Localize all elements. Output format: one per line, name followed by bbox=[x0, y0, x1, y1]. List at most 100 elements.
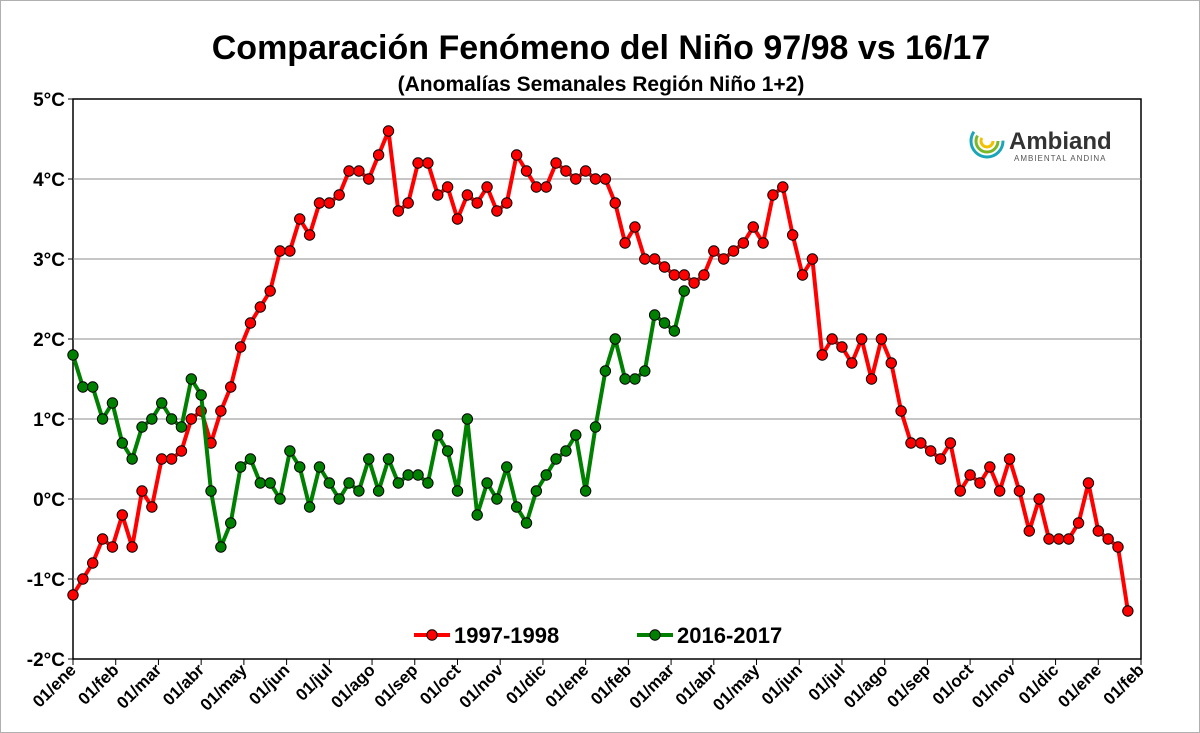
data-point-2016-2017 bbox=[156, 397, 168, 409]
data-point-1997-1998 bbox=[510, 149, 523, 161]
data-point-1997-1998 bbox=[234, 341, 247, 353]
data-point-2016-2017 bbox=[294, 461, 306, 473]
data-point-1997-1998 bbox=[885, 357, 897, 369]
data-point-1997-1998 bbox=[215, 405, 227, 417]
data-point-1997-1998 bbox=[1102, 533, 1114, 545]
y-tick-label: 1°C bbox=[33, 410, 65, 431]
data-point-1997-1998 bbox=[658, 261, 671, 273]
data-point-1997-1998 bbox=[284, 245, 296, 257]
data-point-1997-1998 bbox=[708, 245, 720, 257]
data-point-1997-1998 bbox=[1033, 493, 1045, 505]
data-point-2016-2017 bbox=[658, 317, 671, 329]
data-point-2016-2017 bbox=[412, 469, 424, 481]
chart-title: Comparación Fenómeno del Niño 97/98 vs 1… bbox=[212, 29, 990, 67]
data-point-2016-2017 bbox=[510, 501, 523, 513]
data-point-2016-2017 bbox=[313, 461, 326, 473]
data-point-2016-2017 bbox=[451, 485, 464, 497]
data-point-2016-2017 bbox=[540, 469, 552, 481]
data-point-1997-1998 bbox=[471, 197, 483, 209]
data-point-2016-2017 bbox=[215, 541, 227, 553]
data-point-1997-1998 bbox=[836, 341, 848, 353]
data-point-2016-2017 bbox=[96, 413, 109, 425]
data-point-1997-1998 bbox=[146, 501, 158, 513]
data-point-1997-1998 bbox=[668, 269, 681, 281]
data-point-2016-2017 bbox=[165, 413, 178, 425]
grid bbox=[72, 98, 1142, 660]
x-tick-label: 01/nov bbox=[456, 660, 508, 712]
data-point-1997-1998 bbox=[777, 181, 789, 193]
data-point-1997-1998 bbox=[540, 181, 552, 193]
data-point-1997-1998 bbox=[165, 453, 178, 465]
data-point-1997-1998 bbox=[865, 373, 878, 385]
legend-marker-2016-2017 bbox=[649, 629, 661, 641]
data-point-2016-2017 bbox=[382, 453, 395, 465]
data-point-2016-2017 bbox=[353, 485, 365, 497]
x-tick-label: 01/nov bbox=[968, 660, 1020, 712]
data-point-1997-1998 bbox=[353, 165, 365, 177]
x-tick-label: 01/jun bbox=[245, 660, 293, 708]
data-point-1997-1998 bbox=[678, 269, 690, 281]
x-tick-label: 01/sep bbox=[883, 660, 934, 711]
data-point-1997-1998 bbox=[629, 221, 641, 233]
data-point-1997-1998 bbox=[717, 253, 730, 265]
data-point-2016-2017 bbox=[77, 381, 89, 393]
data-point-1997-1998 bbox=[67, 589, 79, 601]
data-point-2016-2017 bbox=[668, 325, 681, 337]
data-point-1997-1998 bbox=[984, 461, 996, 473]
plot-area bbox=[72, 98, 1142, 660]
logo-tagline: AMBIENTAL ANDINA bbox=[1014, 154, 1106, 163]
data-point-1997-1998 bbox=[77, 573, 89, 585]
data-point-1997-1998 bbox=[1082, 477, 1095, 489]
data-point-1997-1998 bbox=[244, 317, 257, 329]
data-point-1997-1998 bbox=[343, 165, 355, 177]
data-point-1997-1998 bbox=[737, 237, 750, 249]
data-point-2016-2017 bbox=[402, 469, 414, 481]
data-point-2016-2017 bbox=[599, 365, 612, 377]
data-point-1997-1998 bbox=[560, 165, 572, 177]
data-point-2016-2017 bbox=[205, 485, 217, 497]
data-point-1997-1998 bbox=[1072, 517, 1085, 529]
x-tick-label: 01/sep bbox=[371, 660, 422, 711]
x-axis: 01/ene01/feb01/mar01/abr01/may01/jun01/j… bbox=[29, 659, 1148, 715]
x-tick-label: 01/ene bbox=[1054, 660, 1105, 711]
data-point-1997-1998 bbox=[294, 213, 306, 225]
data-point-2016-2017 bbox=[619, 373, 631, 385]
data-point-1997-1998 bbox=[915, 437, 927, 449]
data-point-1997-1998 bbox=[964, 469, 976, 481]
data-point-2016-2017 bbox=[471, 509, 483, 521]
data-point-2016-2017 bbox=[333, 493, 345, 505]
data-point-1997-1998 bbox=[648, 253, 661, 265]
data-point-1997-1998 bbox=[156, 453, 168, 465]
data-point-2016-2017 bbox=[244, 453, 257, 465]
data-point-1997-1998 bbox=[747, 221, 759, 233]
x-tick-label: 01/may bbox=[196, 660, 251, 715]
y-tick-label: 0°C bbox=[33, 490, 65, 511]
data-point-1997-1998 bbox=[895, 405, 907, 417]
data-point-2016-2017 bbox=[639, 365, 651, 377]
data-point-1997-1998 bbox=[1013, 485, 1026, 497]
data-point-1997-1998 bbox=[826, 333, 838, 345]
data-point-2016-2017 bbox=[67, 349, 79, 361]
data-point-2016-2017 bbox=[274, 493, 286, 505]
data-point-1997-1998 bbox=[116, 509, 128, 521]
x-tick-label: 01/mar bbox=[113, 660, 165, 712]
data-point-2016-2017 bbox=[303, 501, 316, 513]
logo-name: Ambiand bbox=[1009, 128, 1112, 155]
data-point-1997-1998 bbox=[846, 357, 858, 369]
data-point-1997-1998 bbox=[944, 437, 957, 449]
data-point-2016-2017 bbox=[579, 485, 592, 497]
data-point-2016-2017 bbox=[392, 477, 405, 489]
data-point-1997-1998 bbox=[501, 197, 513, 209]
data-point-2016-2017 bbox=[175, 421, 188, 433]
data-point-2016-2017 bbox=[264, 477, 276, 489]
data-point-1997-1998 bbox=[688, 277, 700, 289]
logo-ring-yellow-icon bbox=[979, 133, 995, 149]
legend: 1997-1998 2016-2017 bbox=[414, 623, 782, 648]
data-point-1997-1998 bbox=[392, 205, 405, 217]
data-point-1997-1998 bbox=[441, 181, 454, 193]
data-point-2016-2017 bbox=[422, 477, 434, 489]
data-point-1997-1998 bbox=[530, 181, 543, 193]
data-point-2016-2017 bbox=[136, 421, 148, 433]
data-point-2016-2017 bbox=[520, 517, 533, 529]
